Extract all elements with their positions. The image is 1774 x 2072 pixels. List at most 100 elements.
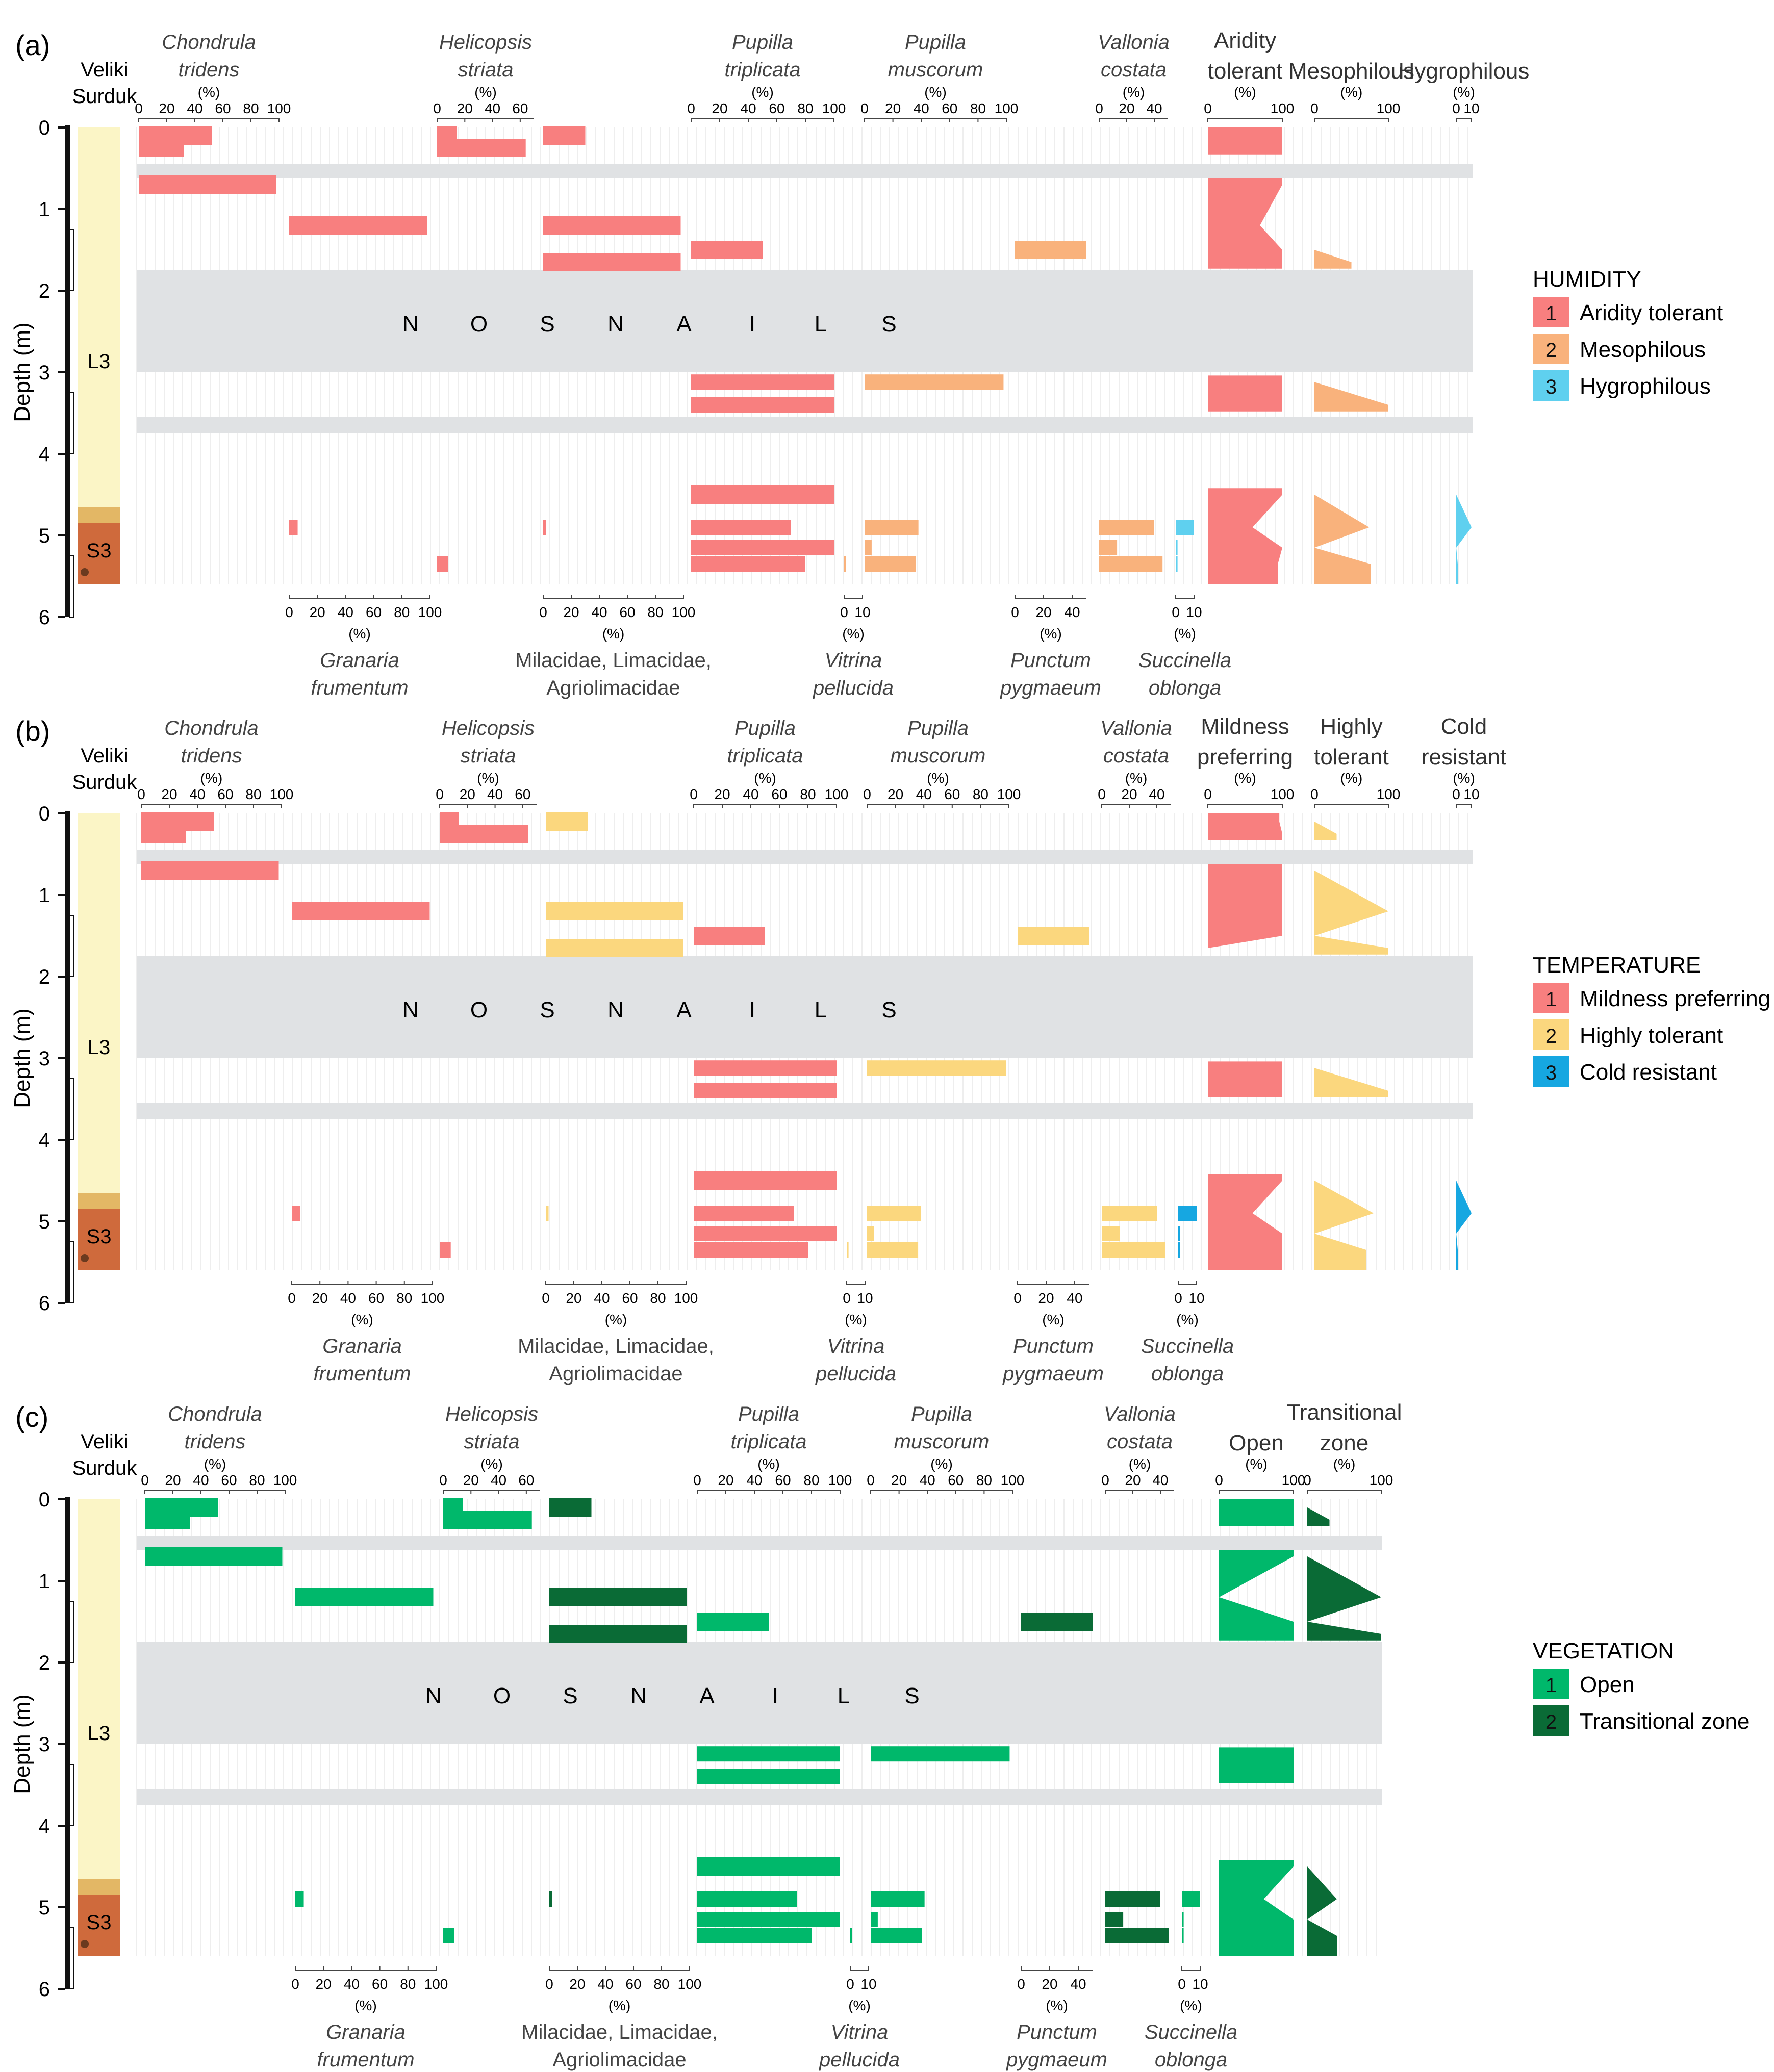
legend-swatch — [1533, 1019, 1569, 1050]
taxon-tick-label: 0 — [1011, 604, 1019, 620]
taxon-name-1: Helicopsis — [442, 717, 535, 739]
bar-mila — [549, 1498, 592, 1517]
legend-number: 1 — [1545, 302, 1557, 325]
taxon-unit-label: (%) — [757, 1456, 780, 1472]
group-tick-label: 0 — [1204, 786, 1212, 802]
taxon-tick-label: 100 — [674, 1290, 698, 1306]
no-snails-letter: L — [838, 1683, 850, 1708]
group-heading-1: Highly — [1320, 714, 1382, 739]
group-tick-label: 10 — [1463, 786, 1479, 802]
no-snails-letter: A — [676, 312, 692, 337]
taxon-tick-label: 20 — [712, 100, 727, 116]
taxon-unit-label: (%) — [848, 1998, 871, 2013]
group-tick-label: 0 — [1452, 786, 1460, 802]
legend-title: VEGETATION — [1533, 1639, 1674, 1664]
bar-ptri — [691, 241, 763, 259]
taxon-unit-label: (%) — [1129, 1456, 1151, 1472]
group-unit-label: (%) — [1234, 84, 1256, 100]
taxon-tick-label: 40 — [1146, 100, 1162, 116]
bar-pmus — [871, 1912, 878, 1927]
taxon-unit-label: (%) — [1042, 1312, 1065, 1327]
taxon-name-1: Succinella — [1141, 1335, 1234, 1358]
taxon-name-2: Agriolimacidae — [552, 2049, 686, 2071]
taxon-tick-label: 40 — [1152, 1472, 1168, 1488]
group-unit-label: (%) — [1245, 1456, 1268, 1472]
bar-gfru — [295, 1588, 434, 1606]
taxon-tick-label: 40 — [740, 100, 756, 116]
taxon-name-2: muscorum — [891, 745, 986, 767]
unit-L3-layer — [78, 127, 120, 519]
group-heading-1: Hygrophilous — [1399, 59, 1530, 84]
bar-pmus — [867, 1226, 874, 1241]
no-snails-band — [137, 270, 1473, 372]
taxon-name-2: striata — [464, 1430, 520, 1453]
bar-vcos — [1102, 1242, 1165, 1258]
taxon-tick-label: 80 — [800, 786, 816, 802]
taxon-name-1: Succinella — [1145, 2021, 1237, 2043]
bar-pmus — [865, 540, 872, 555]
no-snails-letter: L — [815, 997, 827, 1022]
profile-label-word: Veliki — [81, 745, 128, 767]
taxon-tick-label: 20 — [1125, 1472, 1141, 1488]
taxon-tick-label: 80 — [970, 100, 986, 116]
group-profile-1 — [1219, 1747, 1294, 1783]
bar-pmus — [865, 520, 919, 535]
taxon-tick-label: 40 — [591, 604, 607, 620]
unit-label: L3 — [88, 350, 111, 373]
bar-vpel — [847, 1242, 849, 1258]
taxon-unit-label: (%) — [1046, 1998, 1068, 2013]
depth-scale-segment — [65, 147, 70, 210]
taxon-name-1: Pupilla — [732, 31, 793, 54]
depth-axis-label: Depth (m) — [10, 1694, 35, 1794]
no-snails-letter: S — [881, 997, 896, 1022]
group-heading-1: Aridity — [1214, 28, 1276, 53]
group-tick-label: 0 — [1452, 100, 1460, 116]
bar-hstr — [440, 1242, 451, 1258]
unit-label: S3 — [87, 1911, 112, 1934]
taxon-tick-label: 60 — [769, 100, 784, 116]
taxon-name-2: oblonga — [1151, 1363, 1224, 1385]
taxon-unit-label: (%) — [1174, 626, 1196, 642]
bar-pmus — [867, 1206, 921, 1221]
bar-ptri — [697, 1891, 797, 1907]
taxon-tick-label: 60 — [948, 1472, 964, 1488]
taxon-tick-label: 40 — [1067, 1290, 1082, 1306]
taxon-tick-label: 0 — [542, 1290, 550, 1306]
taxon-tick-label: 100 — [1001, 1472, 1025, 1488]
depth-tick-label: 6 — [39, 606, 50, 629]
group-profile-3 — [1456, 1174, 1472, 1270]
depth-scale-segment — [65, 1160, 70, 1222]
depth-tick-label: 2 — [39, 280, 50, 302]
taxon-name-1: Punctum — [1017, 2021, 1097, 2043]
taxon-tick-label: 20 — [563, 604, 579, 620]
taxon-tick-label: 80 — [249, 1472, 265, 1488]
taxon-name-2: Agriolimacidae — [549, 1363, 682, 1385]
no-snails-band — [137, 956, 1473, 1058]
bar-hstr — [443, 1928, 454, 1943]
legend-swatch — [1533, 370, 1569, 401]
taxon-name-2: pellucida — [813, 677, 894, 699]
group-profile-1 — [1208, 178, 1282, 269]
group-profile-1 — [1208, 375, 1282, 412]
unit-L3-layer — [78, 1499, 120, 1891]
taxon-tick-label: 60 — [518, 1472, 534, 1488]
taxon-unit-label: (%) — [751, 84, 774, 100]
taxon-name-1: Vallonia — [1098, 31, 1170, 54]
taxon-unit-label: (%) — [198, 84, 220, 100]
taxon-name-2: muscorum — [888, 59, 983, 81]
group-profile-2 — [1307, 1860, 1337, 1956]
no-snails-letter: O — [470, 997, 488, 1022]
group-unit-label: (%) — [1340, 770, 1363, 786]
taxon-name-2: Agriolimacidae — [546, 677, 680, 699]
bar-ptri — [691, 520, 791, 535]
taxon-name-1: Milacidae, Limacidae, — [518, 1335, 714, 1358]
taxon-name-1: Pupilla — [734, 717, 796, 739]
taxon-tick-label: 60 — [771, 786, 787, 802]
bar-ctri — [139, 139, 184, 157]
profile-label-word: Veliki — [81, 1430, 128, 1453]
profile-label-word: Surduk — [72, 1457, 138, 1479]
depth-tick-label: 6 — [39, 1292, 50, 1315]
legend-label: Highly tolerant — [1580, 1023, 1723, 1048]
depth-scale-segment — [69, 1927, 74, 1989]
taxon-tick-label: 100 — [424, 1976, 448, 1992]
